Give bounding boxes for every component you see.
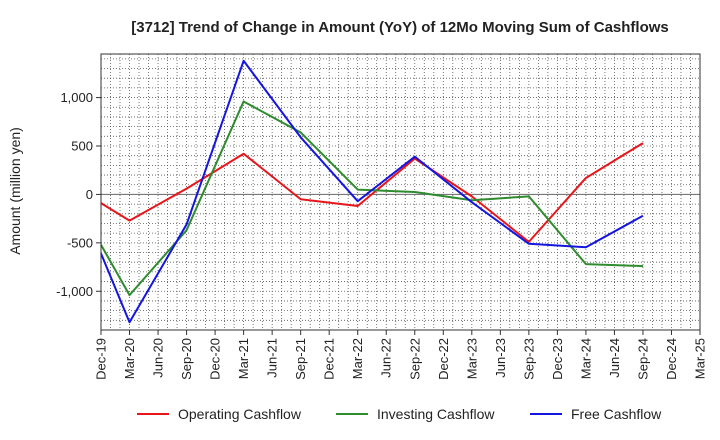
- x-tick-label: Jun-21: [265, 338, 280, 378]
- x-tick-label: Sep-21: [293, 338, 308, 380]
- legend-label: Free Cashflow: [571, 406, 662, 422]
- x-tick-label: Dec-24: [664, 338, 679, 380]
- x-tick-label: Dec-23: [550, 338, 565, 380]
- x-tick-label: Mar-25: [693, 338, 708, 379]
- x-tick-label: Jun-20: [151, 338, 166, 378]
- x-tick-label: Jun-22: [379, 338, 394, 378]
- x-tick-label: Sep-24: [635, 338, 650, 380]
- y-tick-label: 1,000: [60, 90, 93, 105]
- x-tick-label: Jun-24: [607, 338, 622, 378]
- x-tick-label: Dec-22: [436, 338, 451, 380]
- chart-title: [3712] Trend of Change in Amount (YoY) o…: [131, 19, 669, 36]
- legend: Operating Cashflow Investing Cashflow Free…: [137, 406, 662, 422]
- x-axis-ticks: Dec-19 Mar-20 Jun-20 Sep-20 Dec-20 Mar-21 Jun-…: [94, 330, 708, 380]
- grid: [101, 54, 700, 331]
- y-tick-label: -500: [67, 235, 93, 250]
- x-tick-label: Dec-19: [94, 338, 109, 380]
- series-line-operating-cashflow: [100, 142, 644, 243]
- series-lines: [100, 59, 644, 324]
- x-tick-label: Mar-22: [350, 338, 365, 379]
- x-tick-label: Sep-20: [179, 338, 194, 380]
- y-tick-label: 500: [71, 139, 93, 154]
- plot-frame: [100, 53, 701, 331]
- x-tick-label: Mar-23: [464, 338, 479, 379]
- x-tick-label: Mar-24: [578, 338, 593, 379]
- series-line-investing-cashflow: [100, 100, 643, 297]
- y-axis-label: Amount (million yen): [7, 127, 23, 255]
- legend-label: Operating Cashflow: [178, 406, 302, 422]
- y-tick-label: 0: [86, 187, 93, 202]
- legend-label: Investing Cashflow: [377, 406, 495, 422]
- series-line-free-cashflow: [100, 59, 644, 324]
- x-tick-label: Dec-21: [322, 338, 337, 380]
- y-axis-ticks: 1,000 500 0 -500 -1,000: [56, 90, 101, 299]
- x-tick-label: Mar-20: [122, 338, 137, 379]
- x-tick-label: Dec-20: [208, 338, 223, 380]
- x-tick-label: Mar-21: [236, 338, 251, 379]
- x-tick-label: Jun-23: [493, 338, 508, 378]
- x-tick-label: Sep-22: [407, 338, 422, 380]
- y-tick-label: -1,000: [56, 284, 93, 299]
- x-tick-label: Sep-23: [521, 338, 536, 380]
